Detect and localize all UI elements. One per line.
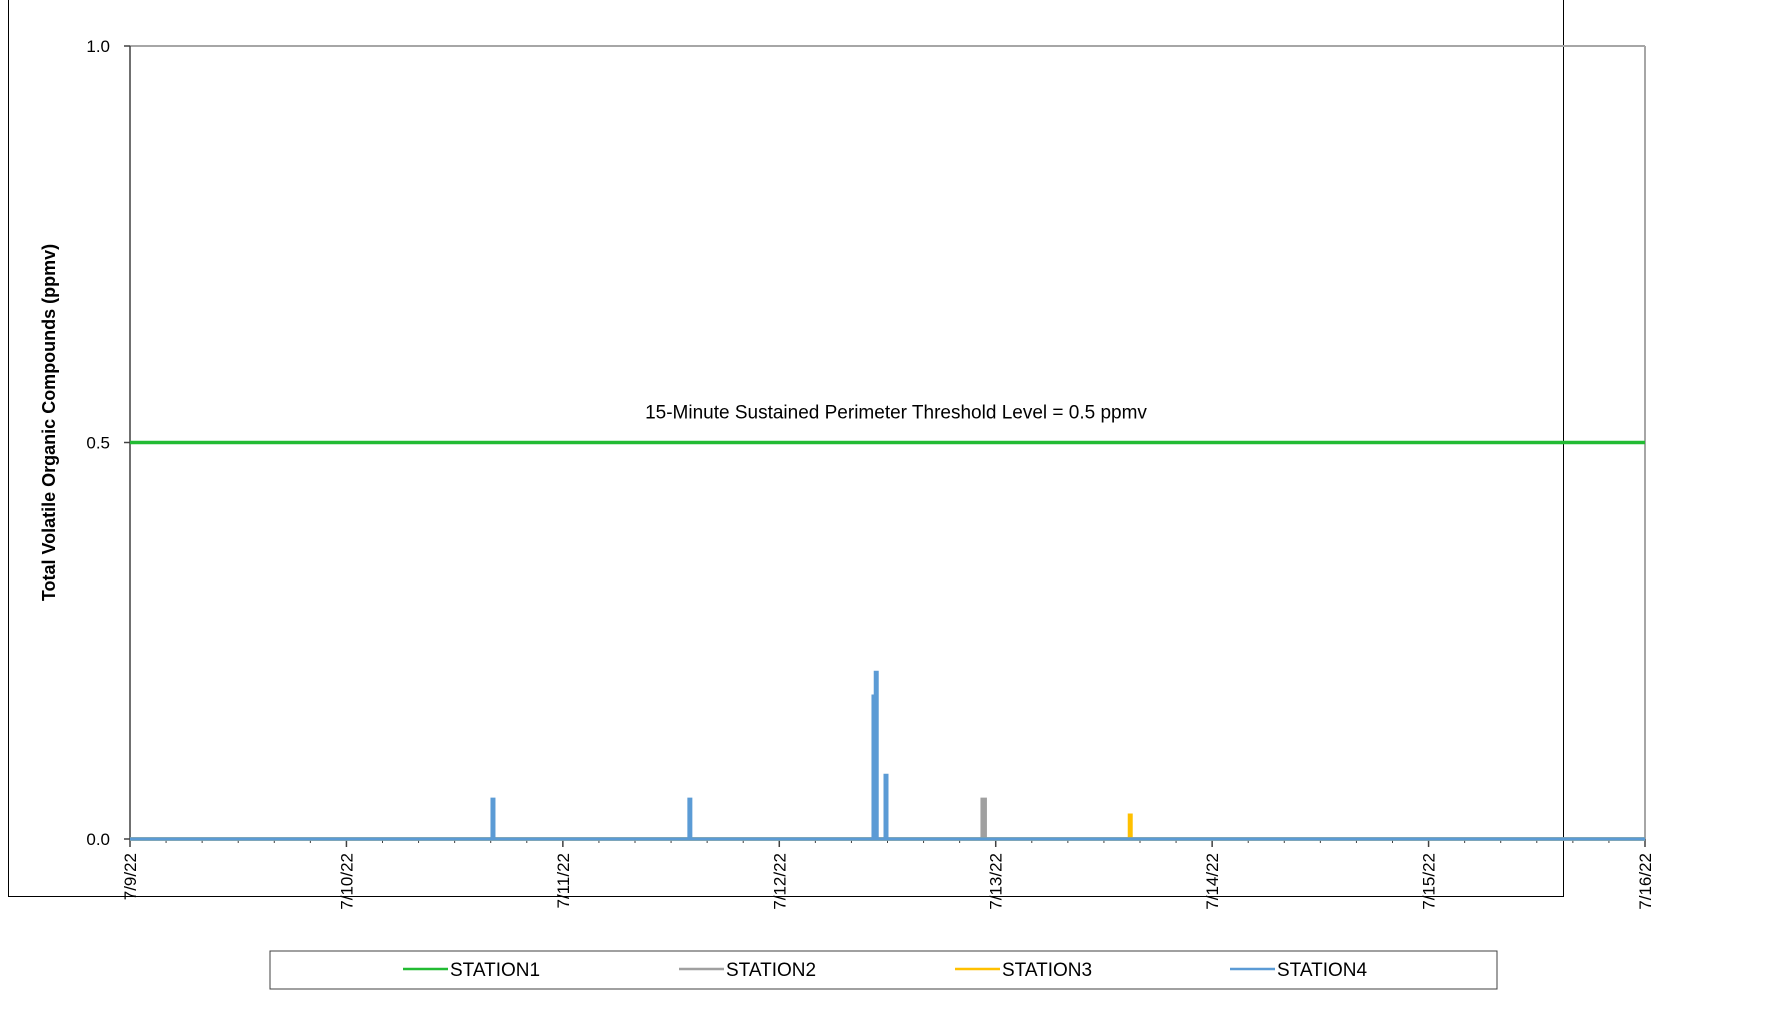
x-tick-label: 7/14/22 xyxy=(1203,853,1222,910)
y-tick-label: 1.0 xyxy=(86,37,110,56)
series-layer xyxy=(130,443,1645,840)
legend: STATION1 STATION2 STATION3 STATION4 xyxy=(270,951,1497,989)
y-axis-ticks: 0.0 0.5 1.0 xyxy=(86,37,130,849)
y-tick-label: 0.0 xyxy=(86,830,110,849)
series-line-station4 xyxy=(130,672,1645,839)
x-tick-label: 7/13/22 xyxy=(987,853,1006,910)
y-tick-label: 0.5 xyxy=(86,434,110,453)
x-tick-label: 7/16/22 xyxy=(1636,853,1655,910)
x-tick-label: 7/12/22 xyxy=(770,853,789,910)
x-tick-label: 7/10/22 xyxy=(337,853,356,910)
legend-label: STATION3 xyxy=(1002,960,1092,981)
x-axis-ticks: 7/9/22 7/10/22 7/11/22 7/12/22 7/13/22 7/14/2… xyxy=(121,839,1655,910)
x-tick-label: 7/9/22 xyxy=(121,853,140,900)
legend-label: STATION1 xyxy=(450,960,540,981)
x-tick-label: 7/15/22 xyxy=(1420,853,1439,910)
threshold-annotation: 15-Minute Sustained Perimeter Threshold … xyxy=(645,403,1147,424)
legend-label: STATION2 xyxy=(726,960,816,981)
legend-label: STATION4 xyxy=(1277,960,1368,981)
x-tick-label: 7/11/22 xyxy=(554,853,573,908)
y-axis-title: Total Volatile Organic Compounds (ppmv) xyxy=(39,244,59,601)
